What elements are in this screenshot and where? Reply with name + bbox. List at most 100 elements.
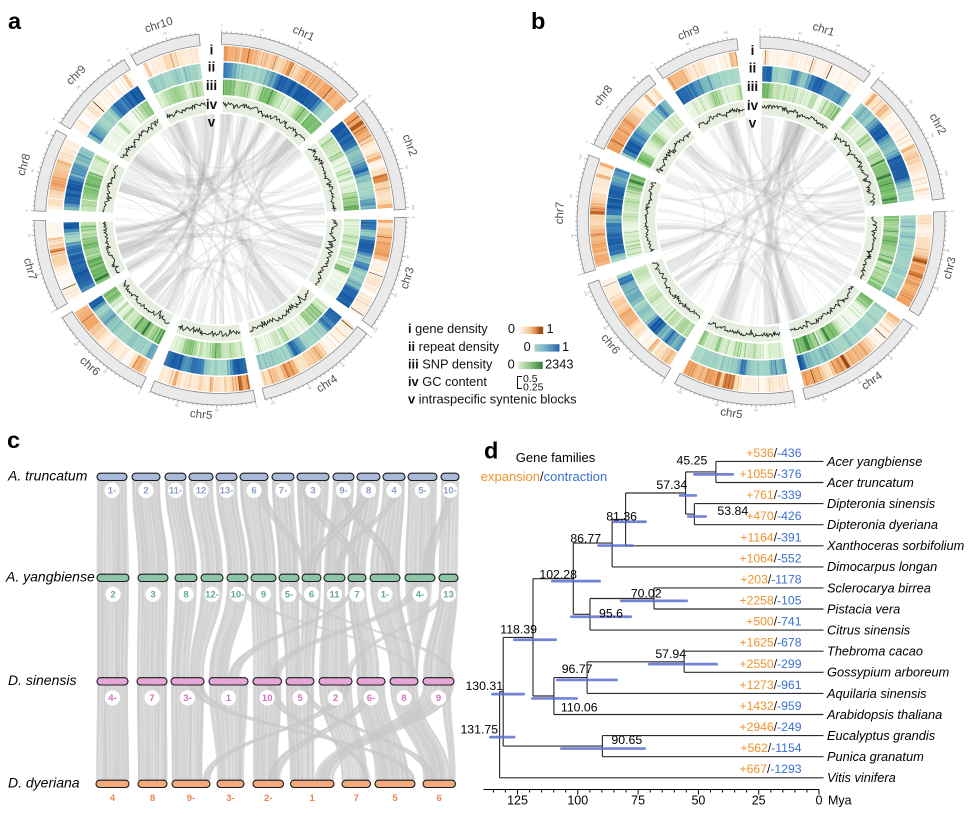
svg-text:80: 80 xyxy=(298,40,303,45)
svg-text:Vitis vinifera: Vitis vinifera xyxy=(827,770,896,785)
svg-text:expansion/contraction: expansion/contraction xyxy=(481,469,608,484)
svg-text:0.25: 0.25 xyxy=(523,382,544,394)
svg-text:Acer truncatum: Acer truncatum xyxy=(826,475,914,490)
svg-text:+1055/-376: +1055/-376 xyxy=(739,467,801,481)
svg-text:ii: ii xyxy=(749,61,757,76)
svg-text:Xanthoceras sorbifolium: Xanthoceras sorbifolium xyxy=(826,538,965,553)
svg-text:40: 40 xyxy=(798,31,803,36)
svg-text:80: 80 xyxy=(935,286,940,291)
svg-text:0: 0 xyxy=(25,209,29,211)
svg-text:chr5: chr5 xyxy=(189,408,212,422)
svg-text:D. dyeriana: D. dyeriana xyxy=(8,775,80,791)
svg-text:5: 5 xyxy=(297,693,303,704)
svg-text:40: 40 xyxy=(685,41,690,46)
svg-text:80: 80 xyxy=(44,130,49,135)
svg-text:3: 3 xyxy=(310,486,315,497)
svg-text:0: 0 xyxy=(369,335,373,339)
svg-text:40: 40 xyxy=(405,255,410,259)
svg-text:+2258/-105: +2258/-105 xyxy=(739,594,801,608)
svg-text:80: 80 xyxy=(631,75,636,80)
svg-text:8: 8 xyxy=(366,486,371,497)
svg-text:0: 0 xyxy=(221,23,223,27)
svg-text:d: d xyxy=(484,438,498,464)
svg-text:+203/-1178: +203/-1178 xyxy=(740,572,801,586)
svg-text:0: 0 xyxy=(52,117,56,121)
svg-text:50: 50 xyxy=(691,794,705,808)
svg-text:chr8: chr8 xyxy=(16,152,34,177)
svg-text:80: 80 xyxy=(724,30,728,35)
svg-text:2: 2 xyxy=(110,590,115,601)
svg-text:0: 0 xyxy=(255,405,258,409)
svg-text:Punica granatum: Punica granatum xyxy=(827,749,924,764)
svg-text:+1432/-959: +1432/-959 xyxy=(739,699,801,713)
svg-text:120: 120 xyxy=(583,290,589,297)
svg-text:v: v xyxy=(208,115,216,130)
svg-text:45.25: 45.25 xyxy=(677,453,708,467)
svg-text:40: 40 xyxy=(754,408,758,412)
svg-text:+500/-741: +500/-741 xyxy=(746,615,801,629)
svg-text:120: 120 xyxy=(821,397,828,403)
svg-text:9: 9 xyxy=(436,693,441,704)
svg-text:0: 0 xyxy=(794,405,797,409)
svg-text:7: 7 xyxy=(354,590,359,601)
svg-text:chr3: chr3 xyxy=(942,256,959,281)
svg-text:Acer yangbiense: Acer yangbiense xyxy=(826,454,922,469)
svg-text:130.31: 130.31 xyxy=(465,679,503,693)
svg-text:4: 4 xyxy=(391,486,397,497)
svg-text:90.65: 90.65 xyxy=(611,733,642,747)
svg-text:i: i xyxy=(751,43,755,58)
svg-text:v intraspecific syntenic block: v intraspecific syntenic blocks xyxy=(408,392,577,407)
svg-text:7: 7 xyxy=(149,693,154,704)
svg-text:6-: 6- xyxy=(367,693,375,704)
svg-text:7: 7 xyxy=(354,793,359,804)
svg-text:40: 40 xyxy=(102,369,107,374)
svg-text:+2946/-249: +2946/-249 xyxy=(739,720,801,734)
svg-text:Eucalyptus grandis: Eucalyptus grandis xyxy=(827,728,936,743)
svg-text:11-: 11- xyxy=(169,486,182,497)
svg-text:ii repeat density: ii repeat density xyxy=(408,339,500,354)
svg-text:chr5: chr5 xyxy=(719,406,743,421)
svg-text:0: 0 xyxy=(508,357,515,372)
svg-text:80: 80 xyxy=(73,342,78,347)
svg-text:0: 0 xyxy=(577,273,581,276)
svg-text:40: 40 xyxy=(570,234,574,238)
svg-text:chr7: chr7 xyxy=(554,202,567,225)
svg-text:0: 0 xyxy=(367,94,371,98)
svg-text:6: 6 xyxy=(251,486,256,497)
svg-text:Mya: Mya xyxy=(828,794,852,808)
svg-text:4: 4 xyxy=(110,793,116,804)
svg-text:c: c xyxy=(7,427,20,453)
svg-text:3-: 3- xyxy=(226,793,234,804)
svg-text:80: 80 xyxy=(307,385,312,390)
svg-text:0: 0 xyxy=(524,339,531,354)
svg-text:iv GC content: iv GC content xyxy=(408,374,487,389)
svg-text:96.77: 96.77 xyxy=(562,662,593,676)
svg-text:100: 100 xyxy=(567,794,588,808)
svg-text:0: 0 xyxy=(137,390,141,394)
svg-text:iv: iv xyxy=(206,97,218,112)
svg-text:+761/-339: +761/-339 xyxy=(746,488,801,502)
svg-text:4-: 4- xyxy=(108,693,116,704)
svg-text:b: b xyxy=(531,8,545,34)
svg-text:3: 3 xyxy=(150,590,155,601)
svg-text:i gene density: i gene density xyxy=(408,321,488,336)
svg-text:2-: 2- xyxy=(264,793,272,804)
svg-text:0: 0 xyxy=(660,380,664,384)
svg-text:120: 120 xyxy=(869,62,876,68)
svg-text:95.6: 95.6 xyxy=(599,607,623,621)
svg-text:10-: 10- xyxy=(443,486,457,497)
svg-text:Dipteronia dyeriana: Dipteronia dyeriana xyxy=(827,517,938,532)
svg-text:0: 0 xyxy=(759,27,761,31)
svg-text:+1164/-391: +1164/-391 xyxy=(740,530,801,544)
svg-text:2: 2 xyxy=(333,693,338,704)
svg-text:9-: 9- xyxy=(339,486,347,497)
svg-text:0: 0 xyxy=(915,326,919,330)
svg-text:1-: 1- xyxy=(381,590,389,601)
svg-text:1: 1 xyxy=(310,793,316,804)
svg-text:80: 80 xyxy=(715,403,720,408)
svg-text:1: 1 xyxy=(547,321,554,336)
svg-text:8: 8 xyxy=(150,793,155,804)
svg-text:12: 12 xyxy=(196,486,207,497)
svg-text:80: 80 xyxy=(106,58,111,63)
svg-text:10-: 10- xyxy=(231,590,245,601)
